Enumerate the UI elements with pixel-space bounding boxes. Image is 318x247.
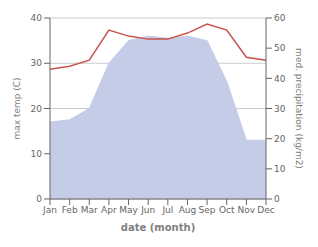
svg-text:Apr: Apr bbox=[101, 205, 117, 215]
svg-text:Feb: Feb bbox=[62, 205, 78, 215]
svg-text:Oct: Oct bbox=[219, 205, 235, 215]
svg-text:30: 30 bbox=[274, 104, 286, 114]
svg-text:10: 10 bbox=[31, 149, 43, 159]
svg-text:Sep: Sep bbox=[199, 205, 216, 215]
svg-text:Nov: Nov bbox=[238, 205, 256, 215]
svg-text:May: May bbox=[119, 205, 138, 215]
svg-text:50: 50 bbox=[274, 43, 286, 53]
svg-text:Jan: Jan bbox=[42, 205, 57, 215]
svg-text:40: 40 bbox=[31, 13, 43, 23]
svg-text:date (month): date (month) bbox=[121, 222, 195, 233]
svg-text:30: 30 bbox=[31, 58, 43, 68]
svg-text:Jul: Jul bbox=[161, 205, 173, 215]
svg-text:Aug: Aug bbox=[179, 205, 197, 215]
svg-text:0: 0 bbox=[36, 194, 42, 204]
svg-text:Dec: Dec bbox=[257, 205, 274, 215]
svg-text:max temp (C): max temp (C) bbox=[12, 77, 22, 139]
svg-text:20: 20 bbox=[274, 134, 286, 144]
svg-text:0: 0 bbox=[274, 194, 280, 204]
svg-text:Jun: Jun bbox=[140, 205, 155, 215]
svg-text:60: 60 bbox=[274, 13, 286, 23]
svg-text:med. precipitation (kg/m2): med. precipitation (kg/m2) bbox=[294, 48, 304, 169]
svg-text:40: 40 bbox=[274, 74, 286, 84]
svg-text:20: 20 bbox=[31, 104, 43, 114]
svg-text:10: 10 bbox=[274, 164, 286, 174]
svg-text:Mar: Mar bbox=[81, 205, 98, 215]
